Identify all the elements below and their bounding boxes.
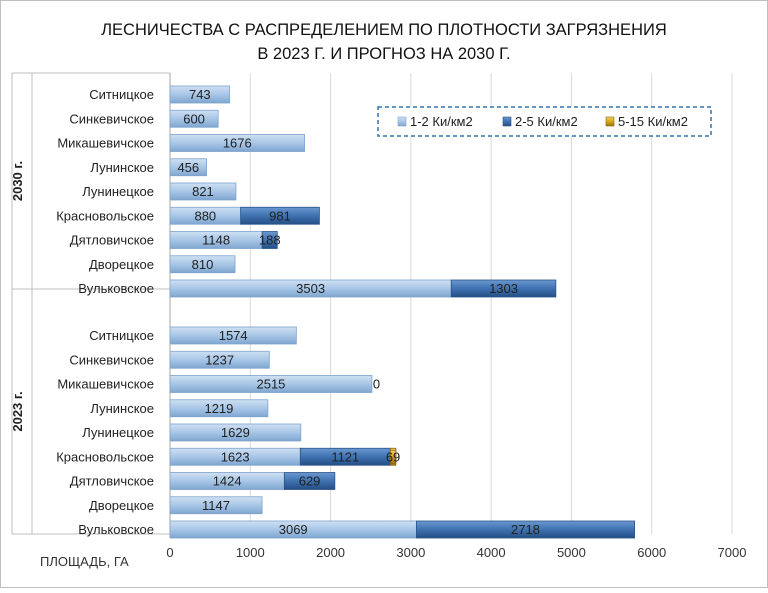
data-label: 2515 xyxy=(256,377,285,392)
x-tick-label: 3000 xyxy=(396,545,425,560)
bar-segment xyxy=(169,375,373,393)
category-label: Дворецкое xyxy=(89,498,154,513)
category-label: Ситницкое xyxy=(89,87,154,102)
data-label: 743 xyxy=(189,87,211,102)
category-label: Синкевичское xyxy=(69,352,154,367)
data-label: 188 xyxy=(259,233,281,248)
legend: 1-2 Ки/км2 2-5 Ки/км2 5-15 Ки/км2 xyxy=(377,106,712,137)
category-label: Красновольское xyxy=(56,449,154,464)
x-tick-label: 2000 xyxy=(316,545,345,560)
data-label: 1424 xyxy=(213,474,242,489)
x-tick-label: 7000 xyxy=(718,545,747,560)
data-label: 1237 xyxy=(205,352,234,367)
data-label: 3069 xyxy=(279,522,308,537)
category-label: Лунинецкое xyxy=(82,184,154,199)
x-tick-label: 5000 xyxy=(557,545,586,560)
x-tick-label: 0 xyxy=(166,545,173,560)
data-label: 2718 xyxy=(511,522,540,537)
category-label: Синкевичское xyxy=(69,111,154,126)
legend-swatch xyxy=(605,116,615,127)
bar-segment xyxy=(450,279,557,298)
bar-segment xyxy=(169,109,219,128)
bar-segment xyxy=(169,134,305,152)
bar-segment xyxy=(169,423,302,442)
legend-label: 5-15 Ки/км2 xyxy=(618,114,688,129)
bar-segment xyxy=(169,326,297,345)
category-label: Вульковское xyxy=(78,281,154,296)
x-tick-labels: 0 1000 2000 3000 4000 5000 6000 7000 xyxy=(166,545,746,560)
bar-segment xyxy=(240,206,320,225)
bar-segment xyxy=(169,399,269,418)
category-label: Ситницкое xyxy=(89,328,154,343)
bar-segment xyxy=(169,182,237,201)
category-label: Дятловичское xyxy=(70,474,154,489)
x-axis-label: ПЛОЩАДЬ, ГА xyxy=(40,554,129,569)
data-label: 981 xyxy=(269,208,291,223)
bar-segment-cap xyxy=(389,449,397,464)
legend-label: 2-5 Ки/км2 xyxy=(515,114,578,129)
category-labels: Ситницкое Синкевичское Микашевичское Лунинс… xyxy=(56,87,154,537)
bar-segment xyxy=(261,231,278,249)
bar-segment xyxy=(283,472,336,490)
legend-label: 1-2 Ки/км2 xyxy=(410,114,473,129)
category-label: Лунинецкое xyxy=(82,425,154,440)
group-labels: 2030 г. 2023 г. xyxy=(10,161,25,432)
data-label: 1629 xyxy=(221,425,250,440)
category-label: Микашевичское xyxy=(57,136,154,151)
category-label: Лунинское xyxy=(90,160,154,175)
legend-swatch xyxy=(502,116,512,127)
bar-segment xyxy=(169,158,208,177)
data-label: 1303 xyxy=(489,281,518,296)
data-label: 629 xyxy=(299,474,321,489)
bar-segment xyxy=(169,496,263,515)
data-label: 0 xyxy=(373,377,380,392)
data-label: 821 xyxy=(192,184,214,199)
bar-segment xyxy=(415,520,636,539)
x-tick-label: 1000 xyxy=(236,545,265,560)
data-label: 3503 xyxy=(296,281,325,296)
data-label: 1148 xyxy=(202,233,230,248)
x-tick-label: 4000 xyxy=(477,545,506,560)
bars: 743 600 1676 456 821 880 981 1148 188 810 3503 1303… xyxy=(169,85,636,539)
data-label: 69 xyxy=(386,449,400,464)
category-label: Дворецкое xyxy=(89,257,154,272)
chart-title-line: ЛЕСНИЧЕСТВА С РАСПРЕДЕЛЕНИЕМ ПО ПЛОТНОСТ… xyxy=(101,21,667,39)
category-label: Вульковское xyxy=(78,522,154,537)
chart-title-group: ЛЕСНИЧЕСТВА С РАСПРЕДЕЛЕНИЕМ ПО ПЛОТНОСТ… xyxy=(101,21,667,63)
x-tick-label: 6000 xyxy=(637,545,666,560)
data-label: 810 xyxy=(192,257,214,272)
bar-segment xyxy=(169,350,270,369)
data-label: 1623 xyxy=(221,449,250,464)
bar-segment xyxy=(169,255,236,274)
data-label: 1147 xyxy=(202,498,230,513)
category-label: Лунинское xyxy=(90,401,154,416)
data-label: 600 xyxy=(183,111,205,126)
data-label: 1676 xyxy=(223,136,252,151)
group-label: 2023 г. xyxy=(10,391,25,431)
data-label: 1219 xyxy=(204,401,233,416)
data-label: 1121 xyxy=(331,449,359,464)
group-label: 2030 г. xyxy=(10,161,25,201)
chart-title-line: В 2023 Г. И ПРОГНОЗ НА 2030 Г. xyxy=(257,45,510,63)
category-label: Микашевичское xyxy=(57,377,154,392)
category-label: Красновольское xyxy=(56,208,154,223)
bar-segment xyxy=(169,85,231,104)
data-label: 1574 xyxy=(219,328,248,343)
legend-swatch xyxy=(397,116,407,127)
data-label: 880 xyxy=(194,208,216,223)
category-label: Дятловичское xyxy=(70,233,154,248)
data-label: 456 xyxy=(177,160,199,175)
legend-box xyxy=(377,106,712,137)
